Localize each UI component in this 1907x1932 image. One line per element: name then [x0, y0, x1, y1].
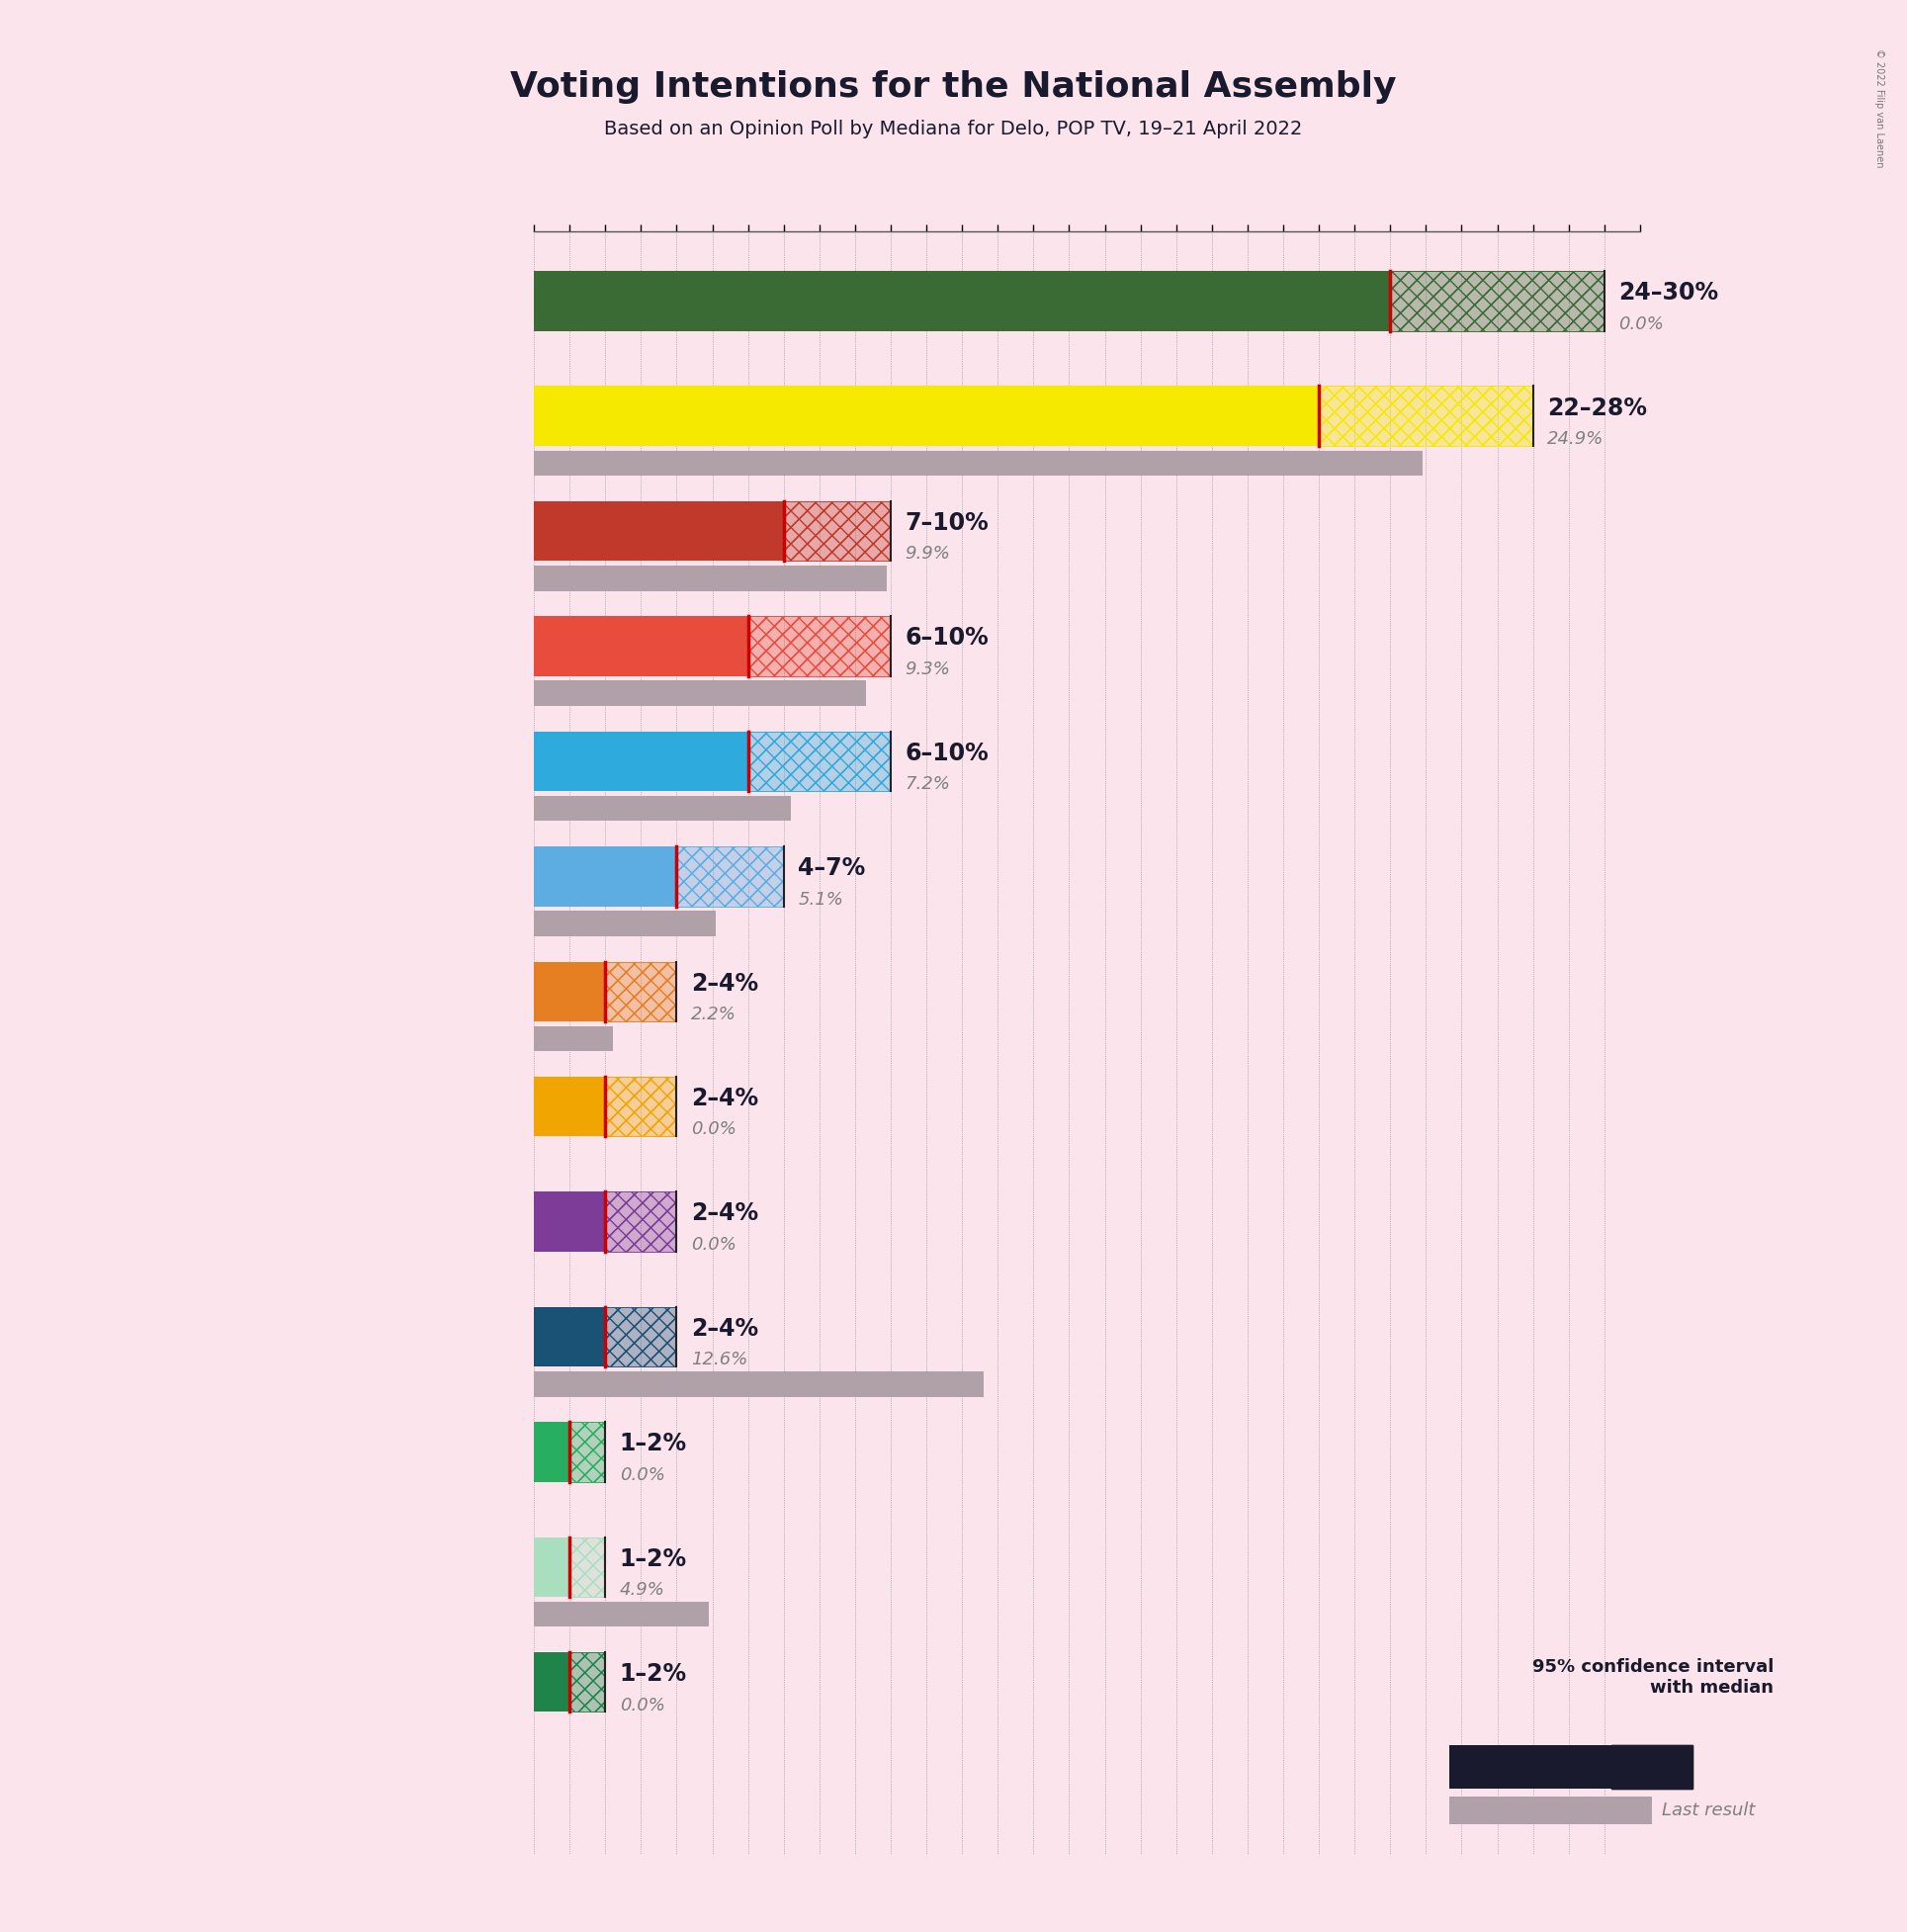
Bar	[534, 732, 748, 792]
Bar	[570, 1652, 605, 1712]
Bar	[605, 962, 677, 1022]
Text: 0.0%: 0.0%	[620, 1696, 666, 1714]
Text: 1–2%: 1–2%	[620, 1548, 687, 1571]
Text: 4–7%: 4–7%	[797, 856, 866, 881]
Text: 9.9%: 9.9%	[906, 545, 950, 562]
Bar	[1320, 386, 1533, 446]
Bar	[534, 1422, 570, 1482]
Bar	[570, 1538, 605, 1598]
Bar	[534, 1076, 605, 1136]
Text: 24–30%: 24–30%	[1619, 280, 1718, 305]
Text: 0.0%: 0.0%	[690, 1236, 736, 1254]
Bar	[1611, 1745, 1692, 1789]
Bar	[748, 732, 891, 792]
Bar	[534, 962, 605, 1022]
Bar	[534, 566, 887, 591]
Text: 4.9%: 4.9%	[620, 1580, 666, 1600]
Bar	[605, 1192, 677, 1252]
Bar	[534, 1192, 605, 1252]
Bar	[1320, 386, 1533, 446]
Bar	[677, 846, 784, 906]
Bar	[534, 270, 1390, 330]
Bar	[534, 1538, 570, 1598]
Bar	[784, 500, 891, 560]
Bar	[1449, 1745, 1611, 1789]
Bar	[605, 1076, 677, 1136]
Bar	[605, 1076, 677, 1136]
Bar	[570, 1422, 605, 1482]
Bar	[605, 962, 677, 1022]
Text: 95% confidence interval
with median: 95% confidence interval with median	[1531, 1658, 1774, 1696]
Bar	[534, 450, 1423, 475]
Text: 22–28%: 22–28%	[1547, 396, 1648, 419]
Text: 0.0%: 0.0%	[620, 1466, 666, 1484]
Bar	[534, 1026, 612, 1051]
Bar	[534, 1372, 984, 1397]
Text: 0.0%: 0.0%	[1619, 315, 1665, 332]
Bar	[1390, 270, 1604, 330]
Text: 2.2%: 2.2%	[690, 1007, 736, 1024]
Bar	[570, 1422, 605, 1482]
Bar	[605, 1306, 677, 1366]
Bar	[784, 500, 891, 560]
Bar	[748, 732, 891, 792]
Text: Last result: Last result	[1661, 1801, 1754, 1820]
Bar	[534, 1652, 570, 1712]
Bar	[605, 1306, 677, 1366]
Bar	[1449, 1797, 1651, 1824]
Text: 2–4%: 2–4%	[690, 1318, 759, 1341]
Bar	[677, 846, 784, 906]
Bar	[1390, 270, 1604, 330]
Bar	[784, 500, 891, 560]
Bar	[534, 1306, 605, 1366]
Bar	[1390, 270, 1604, 330]
Text: 6–10%: 6–10%	[906, 626, 990, 649]
Text: 7–10%: 7–10%	[906, 512, 990, 535]
Text: Based on an Opinion Poll by Mediana for Delo, POP TV, 19–21 April 2022: Based on an Opinion Poll by Mediana for …	[605, 120, 1302, 139]
Bar	[748, 616, 891, 676]
Bar	[534, 1602, 709, 1627]
Bar	[570, 1538, 605, 1598]
Bar	[534, 846, 677, 906]
Bar	[570, 1652, 605, 1712]
Bar	[534, 910, 715, 937]
Text: © 2022 Filip van Laenen: © 2022 Filip van Laenen	[1875, 48, 1884, 168]
Bar	[534, 796, 791, 821]
Bar	[570, 1422, 605, 1482]
Text: 9.3%: 9.3%	[906, 661, 950, 678]
Text: 1–2%: 1–2%	[620, 1662, 687, 1687]
Bar	[1611, 1745, 1692, 1789]
Bar	[534, 680, 866, 705]
Text: 6–10%: 6–10%	[906, 742, 990, 765]
Text: 1–2%: 1–2%	[620, 1432, 687, 1455]
Bar	[534, 500, 784, 560]
Text: 7.2%: 7.2%	[906, 775, 950, 794]
Text: 2–4%: 2–4%	[690, 1202, 759, 1225]
Bar	[748, 616, 891, 676]
Text: 12.6%: 12.6%	[690, 1350, 748, 1368]
Bar	[605, 962, 677, 1022]
Bar	[748, 616, 891, 676]
Bar	[605, 1192, 677, 1252]
Text: 2–4%: 2–4%	[690, 972, 759, 995]
Text: 2–4%: 2–4%	[690, 1086, 759, 1111]
Text: 5.1%: 5.1%	[797, 891, 843, 908]
Bar	[534, 616, 748, 676]
Text: 0.0%: 0.0%	[690, 1121, 736, 1138]
Bar	[605, 1306, 677, 1366]
Bar	[570, 1652, 605, 1712]
Bar	[1320, 386, 1533, 446]
Text: Voting Intentions for the National Assembly: Voting Intentions for the National Assem…	[511, 70, 1396, 104]
Bar	[605, 1076, 677, 1136]
Text: 24.9%: 24.9%	[1547, 431, 1604, 448]
Bar	[605, 1192, 677, 1252]
Bar	[677, 846, 784, 906]
Bar	[570, 1538, 605, 1598]
Bar	[534, 386, 1320, 446]
Bar	[748, 732, 891, 792]
